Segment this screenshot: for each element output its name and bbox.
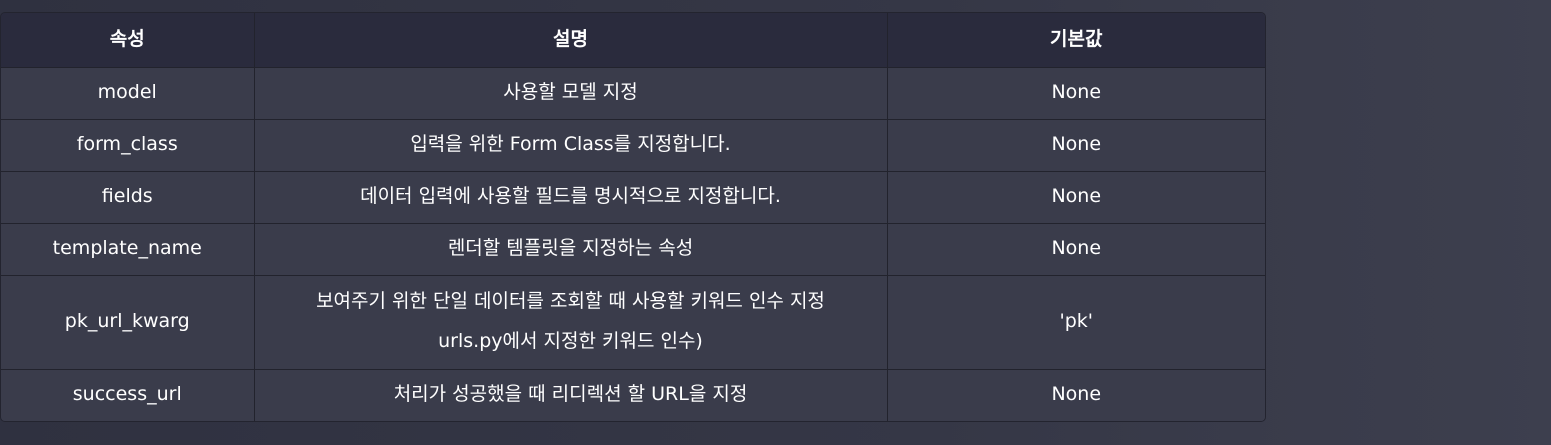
description-cell: 렌더할 템플릿을 지정하는 속성: [254, 223, 888, 276]
default-cell: None: [887, 223, 1265, 276]
attribute-cell: template_name: [1, 223, 255, 276]
default-cell: None: [887, 67, 1265, 120]
description-cell: 입력을 위한 Form Class를 지정합니다.: [254, 119, 888, 172]
description-line: 입력을 위한 Form Class를 지정합니다.: [410, 133, 731, 156]
attribute-cell: pk_url_kwarg: [1, 275, 255, 370]
default-cell: None: [887, 171, 1265, 224]
header-attribute: 속성: [1, 13, 255, 68]
table-row: model 사용할 모델 지정 None: [1, 67, 1265, 120]
header-description: 설명: [254, 13, 888, 68]
attributes-table: 속성 설명 기본값 model 사용할 모델 지정 None form_clas…: [1, 13, 1265, 421]
attribute-cell: model: [1, 67, 255, 120]
table-row: success_url 처리가 성공했을 때 리디렉션 할 URL을 지정 No…: [1, 369, 1265, 421]
table-row: form_class 입력을 위한 Form Class를 지정합니다. Non…: [1, 119, 1265, 172]
description-line: 렌더할 템플릿을 지정하는 속성: [447, 237, 694, 260]
header-default: 기본값: [887, 13, 1265, 68]
description-cell: 사용할 모델 지정: [254, 67, 888, 120]
default-cell: 'pk': [887, 275, 1265, 370]
table-row: fields 데이터 입력에 사용할 필드를 명시적으로 지정합니다. None: [1, 171, 1265, 224]
description-line: 데이터 입력에 사용할 필드를 명시적으로 지정합니다.: [360, 185, 781, 208]
description-line: urls.py에서 지정한 키워드 인수): [438, 330, 703, 352]
table-body: model 사용할 모델 지정 None form_class 입력을 위한 F…: [1, 67, 1265, 421]
description-line: 사용할 모델 지정: [503, 81, 638, 104]
attribute-cell: form_class: [1, 119, 255, 172]
table-row: template_name 렌더할 템플릿을 지정하는 속성 None: [1, 223, 1265, 276]
table-header: 속성 설명 기본값: [1, 13, 1265, 68]
description-line: 보여주기 위한 단일 데이터를 조회할 때 사용할 키워드 인수 지정: [316, 290, 825, 313]
table-row: pk_url_kwarg 보여주기 위한 단일 데이터를 조회할 때 사용할 키…: [1, 275, 1265, 370]
attribute-cell: fields: [1, 171, 255, 224]
default-cell: None: [887, 119, 1265, 172]
description-line: 처리가 성공했을 때 리디렉션 할 URL을 지정: [393, 383, 748, 406]
description-cell: 보여주기 위한 단일 데이터를 조회할 때 사용할 키워드 인수 지정 urls…: [254, 275, 888, 370]
default-cell: None: [887, 369, 1265, 421]
attributes-table-container: 속성 설명 기본값 model 사용할 모델 지정 None form_clas…: [0, 12, 1266, 422]
description-cell: 처리가 성공했을 때 리디렉션 할 URL을 지정: [254, 369, 888, 421]
header-row: 속성 설명 기본값: [1, 13, 1265, 68]
description-cell: 데이터 입력에 사용할 필드를 명시적으로 지정합니다.: [254, 171, 888, 224]
attribute-cell: success_url: [1, 369, 255, 421]
